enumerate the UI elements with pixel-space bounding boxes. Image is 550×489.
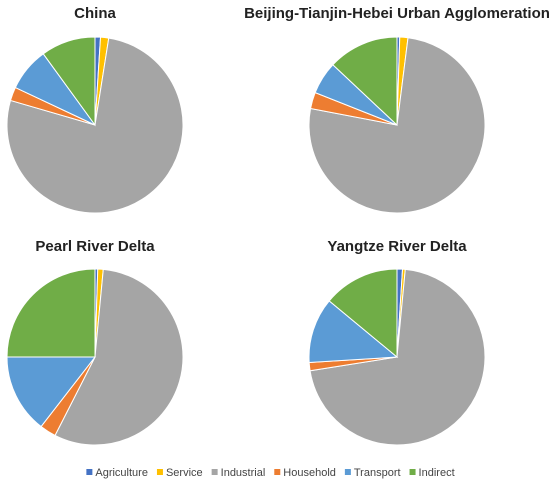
chart-title: Beijing-Tianjin-Hebei Urban Agglomeratio…: [244, 5, 550, 22]
legend-swatch: [86, 469, 93, 475]
pie-slice: [54, 268, 184, 446]
chart-title: Pearl River Delta: [35, 238, 155, 255]
legend-label: Agriculture: [95, 467, 148, 479]
legend-label: Indirect: [419, 467, 455, 479]
legend-swatch: [156, 469, 163, 475]
chart-title: China: [74, 5, 116, 22]
legend-swatch: [211, 469, 218, 475]
pie-slice: [332, 36, 398, 127]
legend-label: Household: [283, 467, 336, 479]
legend-label: Service: [166, 467, 203, 479]
pie-slice: [42, 36, 96, 127]
pie-slice: [308, 300, 399, 364]
chart-title: Yangtze River Delta: [327, 238, 467, 255]
pie-slice: [328, 268, 398, 359]
legend-label: Industrial: [221, 467, 266, 479]
legend-swatch: [274, 469, 281, 475]
legend-swatch: [344, 469, 351, 475]
pie-slice: [6, 356, 97, 428]
legend-swatch: [409, 469, 416, 475]
legend-label: Transport: [354, 467, 401, 479]
pie-slice: [6, 268, 96, 358]
